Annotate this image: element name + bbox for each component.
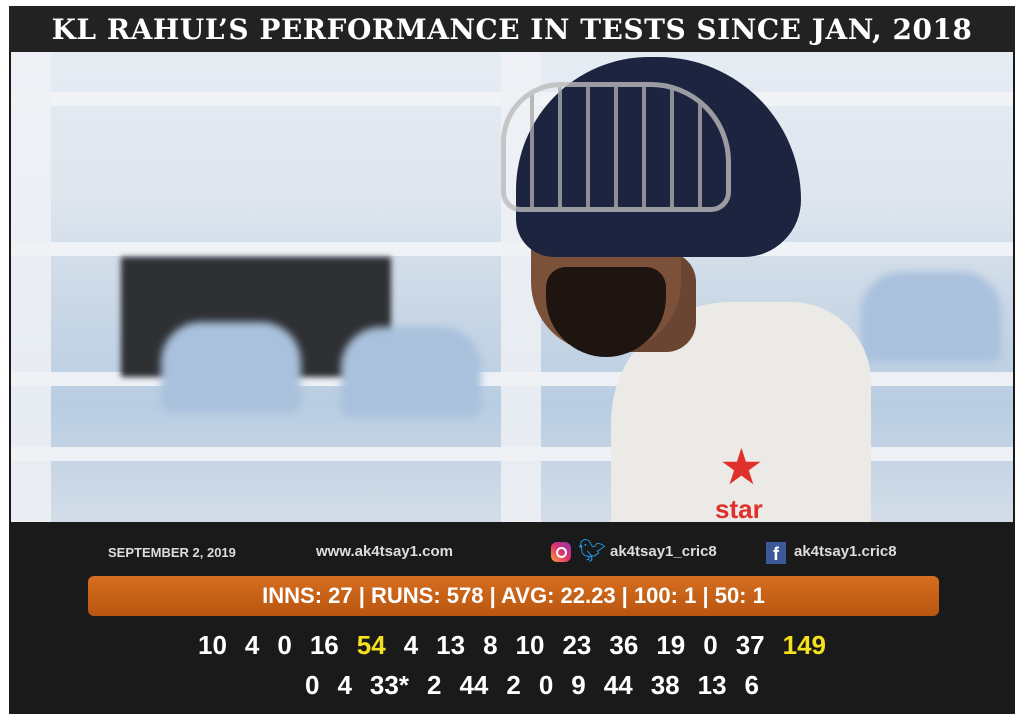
innings-score: 4 xyxy=(403,630,419,660)
date-label: SEPTEMBER 2, 2019 xyxy=(108,545,236,560)
star-logo-icon: ★ xyxy=(719,439,764,495)
sponsor-logo: star xyxy=(715,494,763,522)
innings-score: 16 xyxy=(309,630,339,660)
summary-bar: INNS: 27 | RUNS: 578 | AVG: 22.23 | 100:… xyxy=(88,576,939,616)
website-link[interactable]: www.ak4tsay1.com xyxy=(316,543,454,560)
innings-score: 54 xyxy=(356,630,386,660)
innings-score: 2 xyxy=(426,670,442,700)
innings-score: 8 xyxy=(483,630,498,660)
innings-score: 44 xyxy=(459,670,489,700)
scores-row-1: 10 4 0 16 54 4 13 8 10 23 36 19 0 37 149 xyxy=(0,630,1024,661)
innings-score: 38 xyxy=(650,670,680,700)
innings-score: 0 xyxy=(277,630,292,660)
helmet-grill xyxy=(501,82,731,212)
facebook-icon: f xyxy=(766,542,786,564)
innings-score: 4 xyxy=(244,630,260,660)
innings-score: 13 xyxy=(697,670,727,700)
innings-score: 0 xyxy=(304,670,320,700)
scores-row-2: 0 4 33* 2 44 2 0 9 44 38 13 6 xyxy=(0,670,1024,701)
stadium-seat xyxy=(161,322,301,412)
innings-score: 0 xyxy=(538,670,554,700)
innings-score: 9 xyxy=(571,670,586,700)
innings-score: 37 xyxy=(735,630,765,660)
innings-score: 2 xyxy=(506,670,521,700)
stadium-seat xyxy=(341,327,481,417)
innings-score: 10 xyxy=(515,630,545,660)
player-photo: ★ star xyxy=(11,52,1013,522)
stand-post xyxy=(11,52,51,522)
stadium-seat xyxy=(861,272,1001,362)
innings-score: 23 xyxy=(562,630,592,660)
facebook-handle[interactable]: ak4tsay1.cric8 xyxy=(794,543,897,560)
innings-score: 13 xyxy=(436,630,466,660)
instagram-icon xyxy=(551,542,571,562)
innings-score: 0 xyxy=(703,630,718,660)
innings-score: 6 xyxy=(744,670,759,700)
innings-score: 149 xyxy=(782,630,827,660)
page-title: KL RAHUL’S PERFORMANCE IN TESTS SINCE JA… xyxy=(9,6,1015,52)
innings-score: 19 xyxy=(656,630,686,660)
innings-score: 36 xyxy=(609,630,639,660)
innings-score: 4 xyxy=(337,670,352,700)
innings-score: 33* xyxy=(369,670,409,700)
innings-score: 10 xyxy=(197,630,227,660)
innings-score: 44 xyxy=(603,670,633,700)
twitter-icon: 🐦︎ xyxy=(578,538,606,563)
social-handle[interactable]: ak4tsay1_cric8 xyxy=(610,543,717,560)
